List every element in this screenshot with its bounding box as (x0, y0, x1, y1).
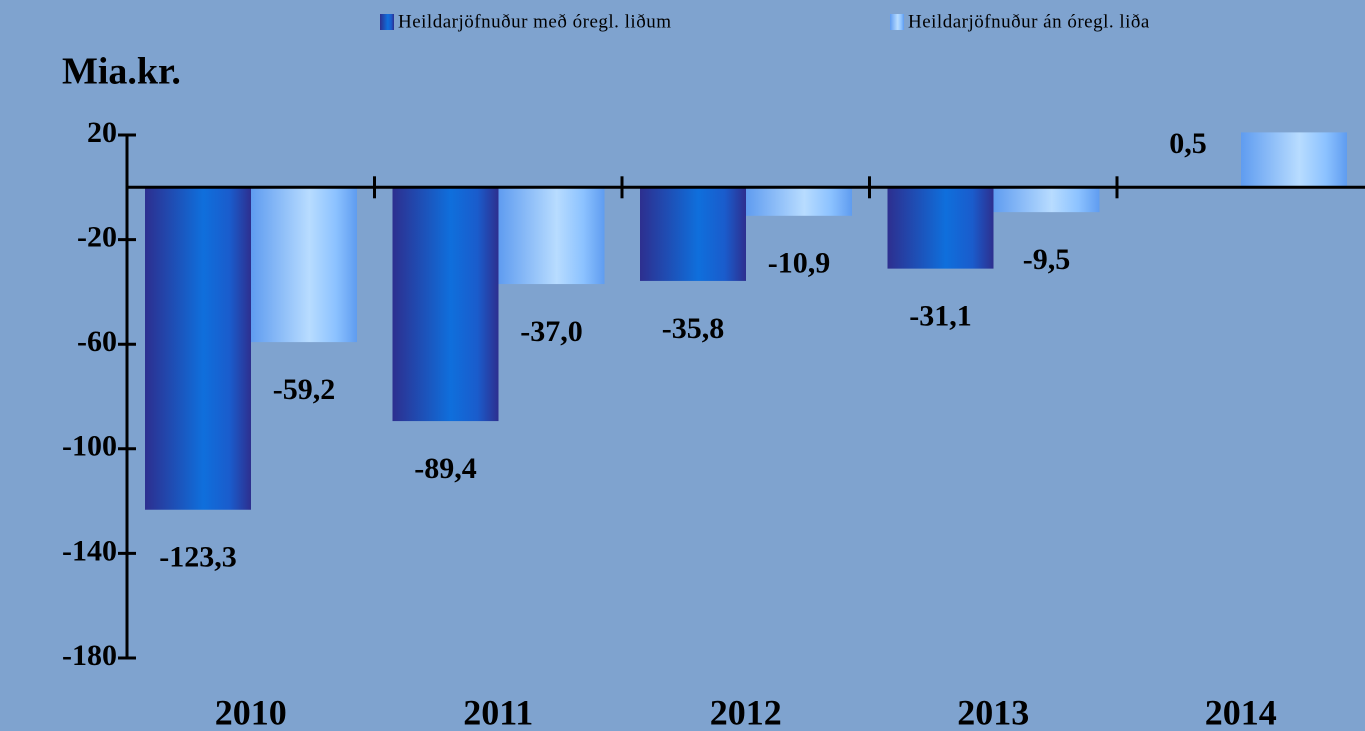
y-tick-label: -140 (62, 534, 117, 567)
bar (392, 187, 499, 422)
bar (746, 187, 852, 216)
y-tick-label: 20 (87, 116, 117, 149)
bar (251, 187, 357, 343)
bar (993, 187, 1100, 213)
x-tick-label: 2010 (215, 692, 287, 731)
x-tick-label: 2011 (463, 692, 533, 731)
y-tick-label: -60 (77, 325, 117, 358)
legend-label: Heildarjöfnuður án óregl. liða (908, 11, 1150, 32)
bar (640, 187, 746, 281)
bar (1241, 132, 1347, 188)
legend-swatch (890, 14, 904, 30)
bar (145, 187, 251, 510)
y-axis-label: Mia.kr. (62, 51, 181, 93)
legend-swatch (380, 14, 394, 30)
y-tick-label: -180 (62, 639, 117, 672)
bar (887, 187, 994, 269)
bar (498, 187, 605, 285)
value-label: 0,5 (1169, 127, 1207, 160)
value-label: -89,4 (414, 452, 477, 485)
value-label: -123,3 (159, 541, 237, 574)
y-tick-label: -20 (77, 220, 117, 253)
value-label: -35,8 (662, 312, 725, 345)
value-label: -59,2 (273, 373, 336, 406)
y-tick-label: -100 (62, 430, 117, 463)
x-tick-label: 2013 (957, 692, 1029, 731)
value-label: -37,0 (520, 315, 583, 348)
x-tick-label: 2012 (710, 692, 782, 731)
value-label: -10,9 (768, 247, 831, 280)
value-label: -9,5 (1023, 243, 1071, 276)
value-label: -31,1 (909, 300, 972, 333)
x-tick-label: 2014 (1205, 692, 1277, 731)
legend-label: Heildarjöfnuður með óregl. liðum (398, 11, 672, 32)
